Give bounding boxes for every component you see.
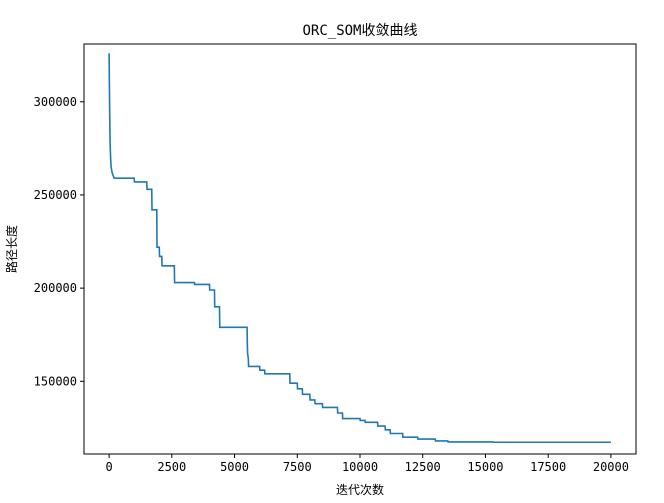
plot-area-frame	[83, 43, 637, 455]
y-tick-label: 300000	[34, 95, 77, 109]
chart-title: ORC_SOM收敛曲线	[302, 23, 417, 39]
y-tick-label: 250000	[34, 188, 77, 202]
x-tick-label: 12500	[405, 460, 441, 474]
y-axis-ticks: 150000 200000 250000 300000	[34, 95, 84, 388]
y-tick-label: 150000	[34, 374, 77, 388]
x-tick-label: 0	[105, 460, 112, 474]
x-axis-ticks: 0 2500 5000 7500 10000 12500 15000 17500 20000	[105, 454, 629, 474]
x-tick-label: 20000	[593, 460, 629, 474]
series-line-route-length	[108, 53, 611, 444]
x-tick-label: 15000	[467, 460, 503, 474]
x-tick-label: 10000	[342, 460, 378, 474]
x-tick-label: 17500	[530, 460, 566, 474]
x-axis-label: 迭代次数	[336, 482, 384, 497]
x-tick-label: 5000	[220, 460, 249, 474]
y-tick-label: 200000	[34, 281, 77, 295]
x-tick-label: 2500	[157, 460, 186, 474]
y-axis-label: 路径长度	[4, 225, 19, 273]
x-tick-label: 7500	[283, 460, 312, 474]
